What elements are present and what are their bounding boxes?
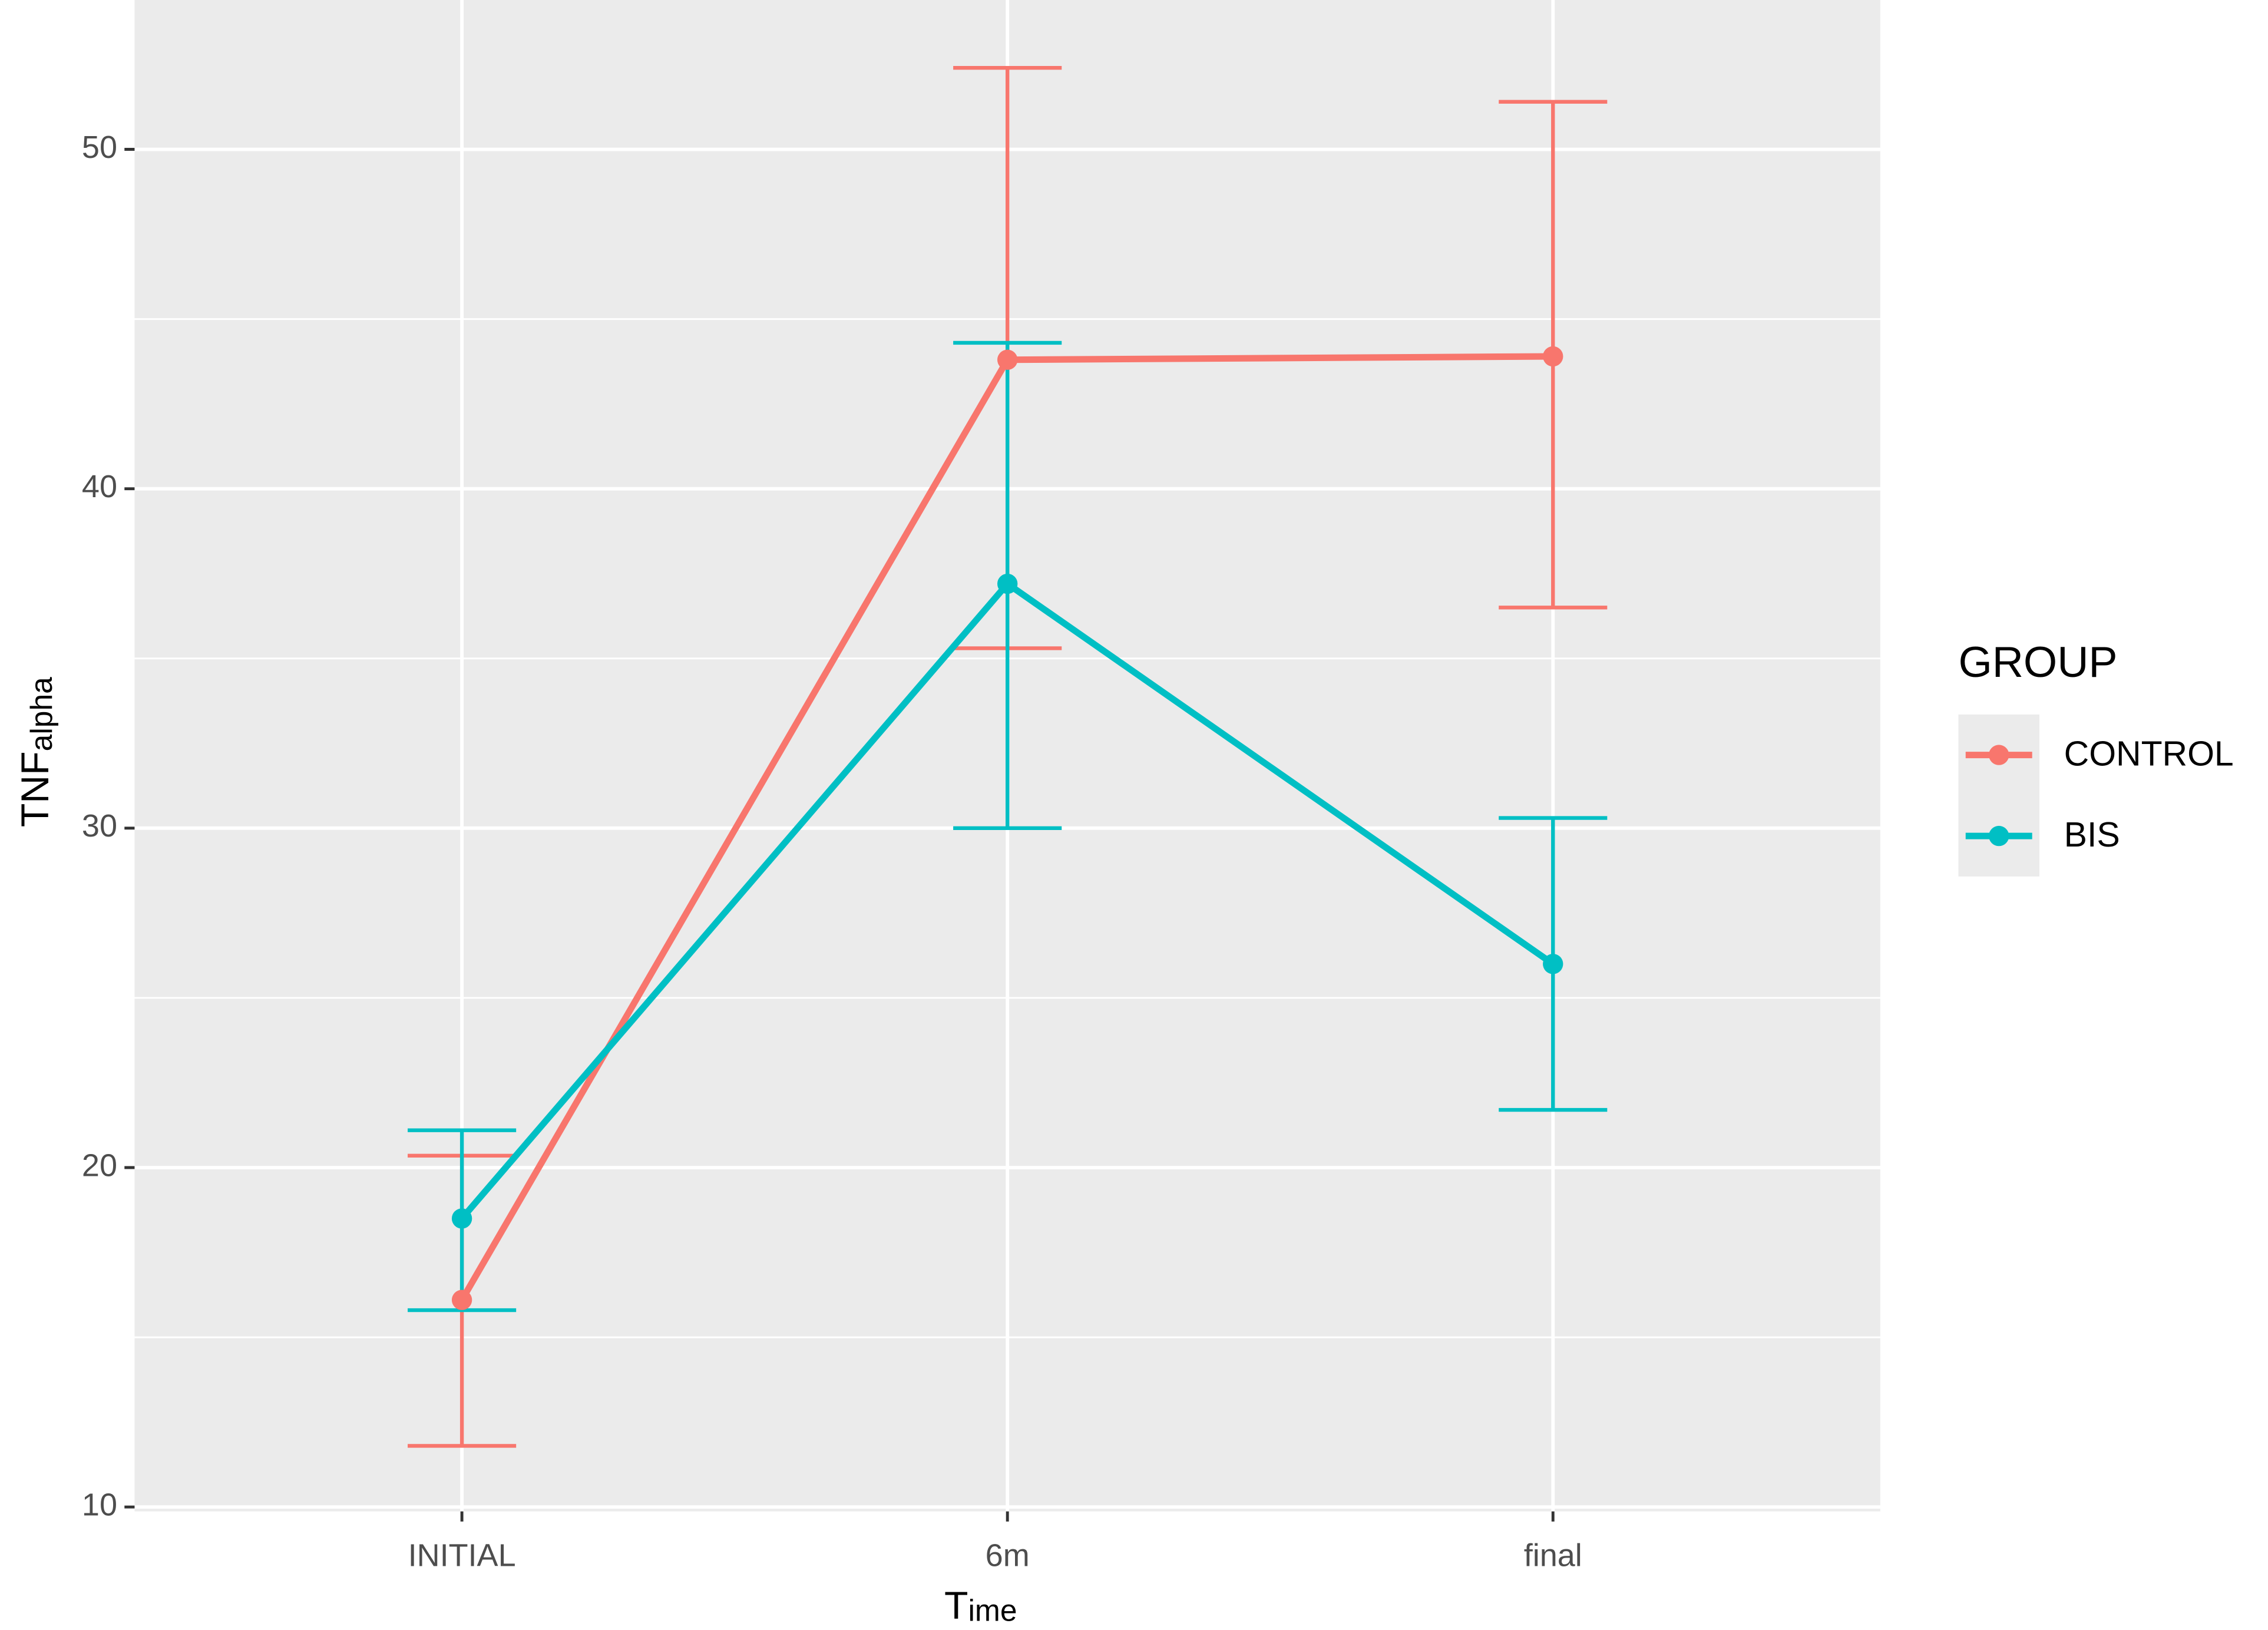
y-tick-label: 50 <box>82 130 117 165</box>
x-axis-title-main: T <box>944 1584 968 1628</box>
legend-key-point <box>1989 825 2009 847</box>
y-axis-title: TNFalpha <box>13 677 58 827</box>
point <box>997 349 1018 370</box>
point <box>997 573 1018 594</box>
y-axis-title-sub: alpha <box>24 677 58 751</box>
y-axis-title-main: TNF <box>13 751 57 827</box>
point <box>1543 954 1563 974</box>
marks <box>408 66 1608 1448</box>
legend-key-bg <box>1958 714 2039 877</box>
point <box>451 1290 472 1310</box>
point <box>451 1208 472 1229</box>
point <box>1543 346 1563 367</box>
legend-label: CONTROL <box>2064 735 2234 773</box>
y-tick-label: 20 <box>82 1148 117 1183</box>
y-tick-label: 30 <box>82 808 117 844</box>
y-tick-label: 40 <box>82 469 117 504</box>
x-tick-label: final <box>1524 1538 1582 1573</box>
x-tick-label: 6m <box>986 1538 1030 1573</box>
legend-title: GROUP <box>1958 637 2117 686</box>
x-axis-title-sub: ime <box>968 1593 1017 1627</box>
x-axis-title: Time <box>944 1584 1017 1628</box>
legend-label: BIS <box>2064 816 2120 854</box>
y-tick-label: 10 <box>82 1487 117 1522</box>
legend-key-point <box>1989 745 2009 765</box>
x-tick-label: INITIAL <box>408 1538 516 1573</box>
